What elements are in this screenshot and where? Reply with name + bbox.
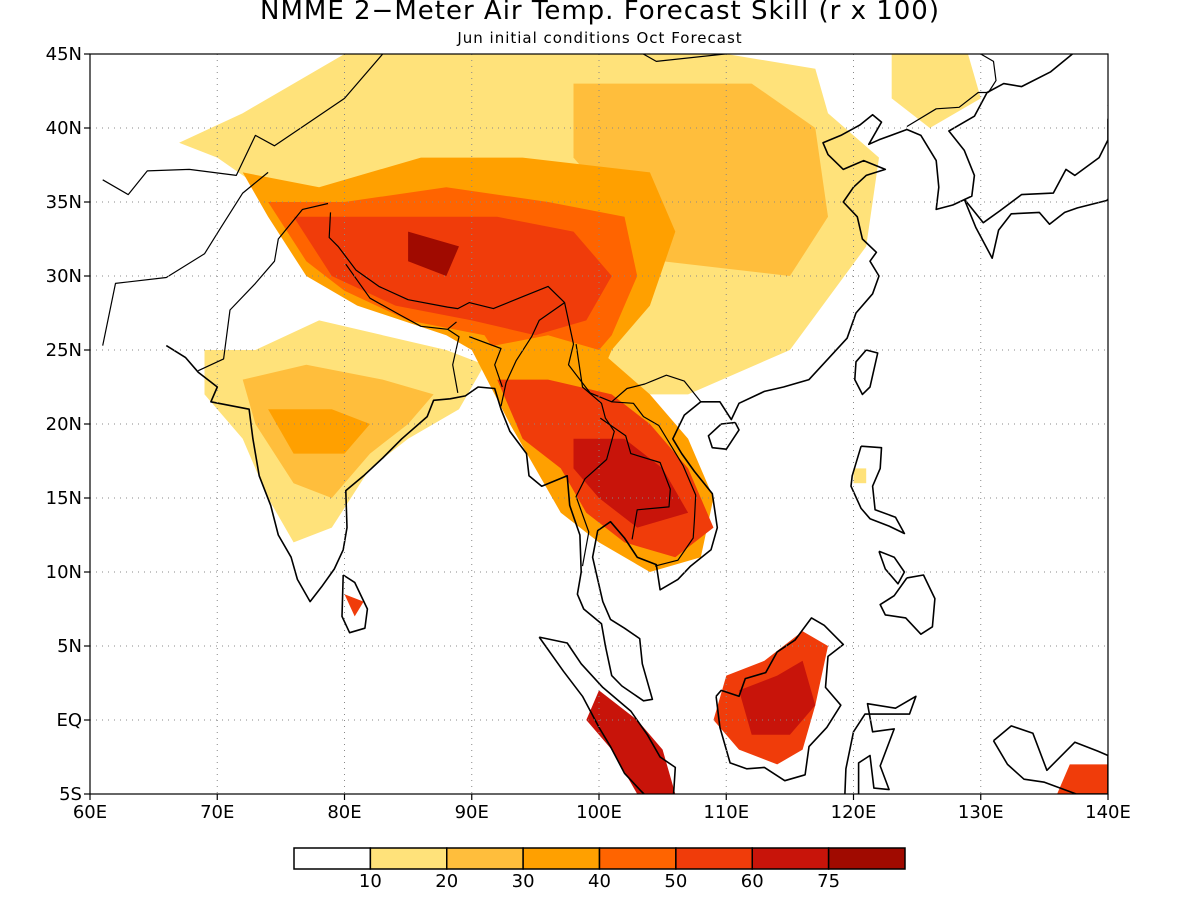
- coastline-6: [538, 636, 677, 794]
- lat-tick-label: 25N: [46, 340, 82, 361]
- coastline-5: [879, 574, 936, 635]
- skill-region-14: [739, 660, 816, 735]
- skill-region-1: [891, 54, 981, 128]
- coastlines: [102, 54, 1108, 794]
- border-5: [447, 328, 460, 394]
- lat-tick-label: 30N: [46, 266, 82, 287]
- lat-tick-label: 5N: [57, 636, 82, 657]
- border-10: [611, 401, 697, 567]
- skill-region-12: [573, 438, 689, 528]
- coastline-4: [878, 550, 906, 585]
- coastline-0: [165, 54, 1073, 702]
- coastline-10: [341, 574, 369, 634]
- border-3: [328, 212, 702, 403]
- skill-region-16: [344, 594, 364, 617]
- lon-tick-label: 110E: [703, 802, 749, 823]
- lat-tick-label: 15N: [46, 488, 82, 509]
- coastline-12: [1107, 103, 1108, 106]
- lon-tick-label: 90E: [455, 802, 489, 823]
- lon-tick-label: 60E: [73, 802, 107, 823]
- coastline-11: [963, 118, 1108, 259]
- coastline-8: [844, 695, 917, 794]
- border-12: [642, 54, 731, 62]
- border-0: [102, 54, 384, 196]
- lat-tick-label: 35N: [46, 192, 82, 213]
- skill-region-5: [293, 216, 612, 336]
- lon-tick-label: 80E: [327, 802, 361, 823]
- lat-tick-label: 20N: [46, 414, 82, 435]
- colorbar: 10 20 30 40 50 60 75: [293, 847, 906, 892]
- coastline-2: [854, 349, 879, 396]
- skill-region-15: [586, 690, 676, 794]
- colorbar-swatch: [522, 847, 601, 870]
- colorbar-label: 75: [817, 871, 840, 892]
- map-subtitle: Jun initial conditions Oct Forecast: [457, 29, 743, 47]
- colorbar-label: 30: [512, 871, 535, 892]
- coastline-1: [707, 421, 740, 450]
- colorbar-swatch: [369, 847, 448, 870]
- lon-tick-label: 70E: [200, 802, 234, 823]
- colorbar-swatch: [675, 847, 753, 870]
- lat-tick-label: EQ: [56, 710, 82, 731]
- longitude-axis: 60E 70E 80E 90E 100E 110E 120E 130E 140E: [73, 794, 1131, 823]
- latitude-axis: 45N 40N 35N 30N 25N 20N 15N 10N 5N EQ 5S: [46, 44, 90, 805]
- colorbar-label: 60: [741, 871, 764, 892]
- border-7: [500, 302, 565, 407]
- colorbar-swatch: [598, 847, 677, 870]
- border-4: [345, 263, 457, 330]
- colorbar-swatch: [446, 847, 524, 870]
- skill-region-17: [1057, 764, 1108, 794]
- colorbar-swatch: [293, 847, 372, 870]
- skill-shading: [179, 54, 1108, 794]
- lat-tick-label: 40N: [46, 118, 82, 139]
- coastline-9: [992, 725, 1108, 794]
- border-13: [979, 54, 997, 93]
- colorbar-swatch: [827, 847, 906, 870]
- colorbar-label: 50: [664, 871, 687, 892]
- border-1: [102, 171, 269, 346]
- border-8: [575, 344, 615, 567]
- border-11: [906, 91, 989, 128]
- skill-region-6: [408, 231, 459, 276]
- lon-tick-label: 140E: [1085, 802, 1131, 823]
- lon-tick-label: 130E: [958, 802, 1004, 823]
- colorbar-swatch: [751, 847, 830, 870]
- lat-tick-label: 45N: [46, 44, 82, 65]
- border-9: [599, 417, 671, 540]
- map-title: NMME 2−Meter Air Temp. Forecast Skill (r…: [260, 0, 940, 26]
- lon-tick-label: 120E: [831, 802, 877, 823]
- coastline-3: [850, 445, 906, 535]
- lat-tick-label: 5S: [59, 784, 82, 805]
- lon-tick-label: 100E: [576, 802, 622, 823]
- colorbar-label: 10: [359, 871, 382, 892]
- border-2: [197, 202, 329, 372]
- border-6: [468, 336, 503, 388]
- lat-tick-label: 10N: [46, 562, 82, 583]
- coastline-7: [715, 617, 845, 782]
- colorbar-label: 20: [435, 871, 458, 892]
- colorbar-label: 40: [588, 871, 611, 892]
- skill-region-18: [853, 468, 867, 484]
